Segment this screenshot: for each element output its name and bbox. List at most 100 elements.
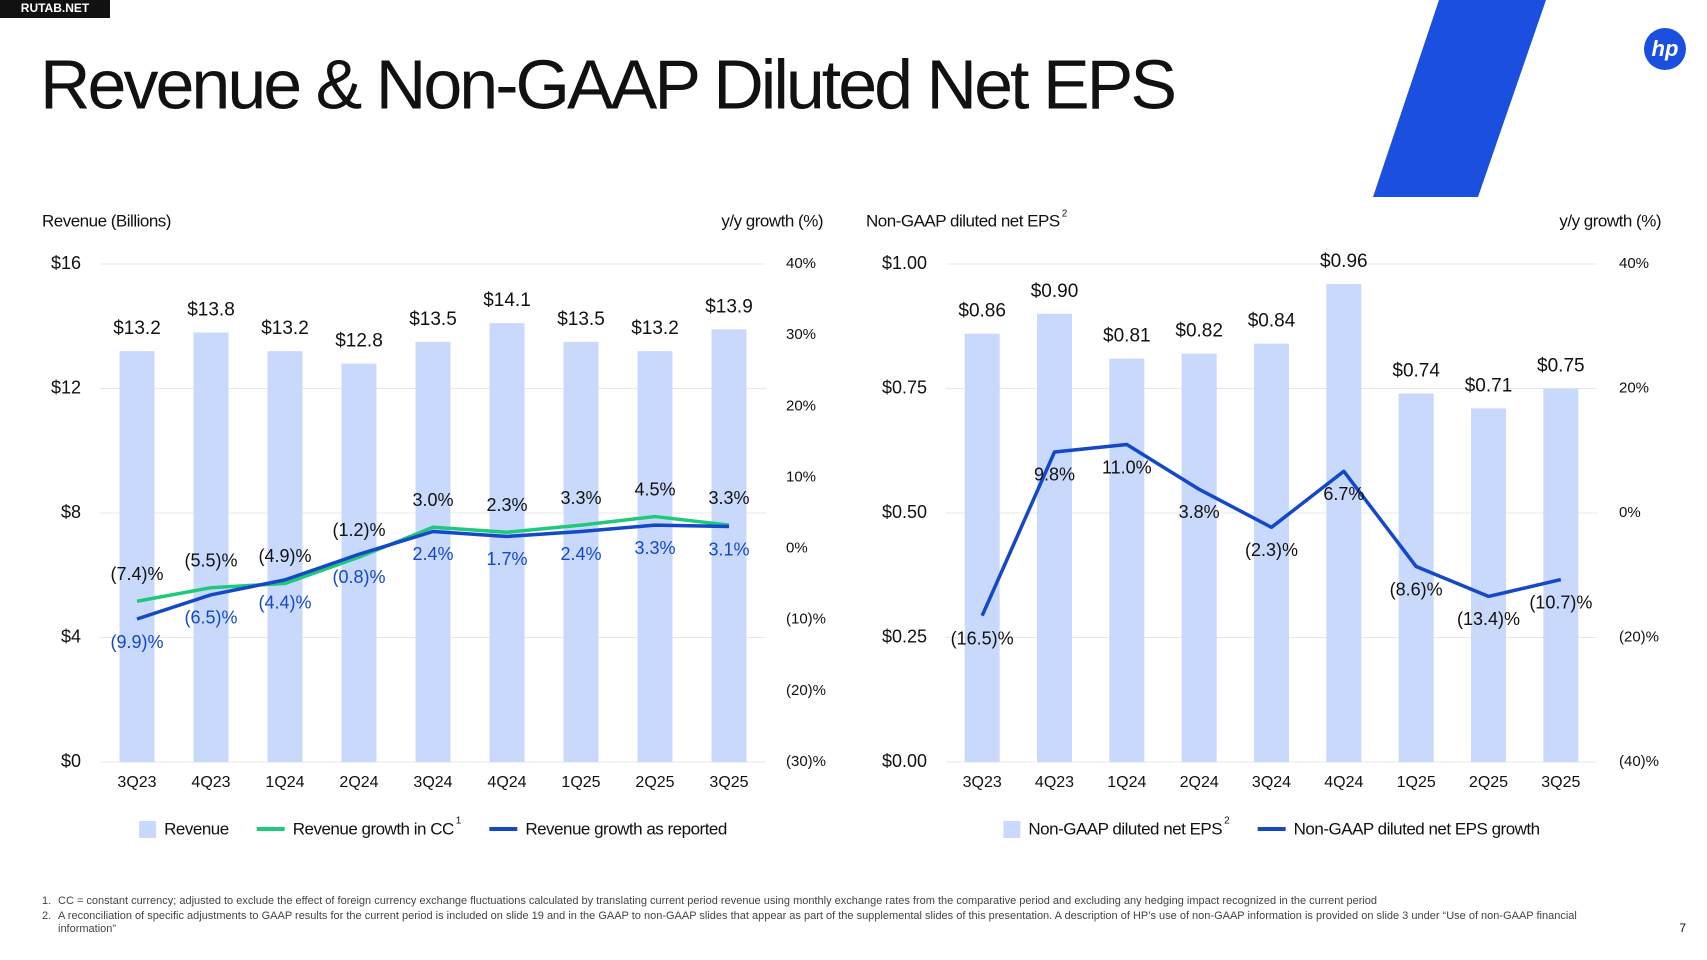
- logo: hp: [1652, 36, 1679, 61]
- bar-label: $13.5: [409, 309, 457, 330]
- slide-title: Revenue & Non-GAAP Diluted Net EPS: [40, 45, 1174, 123]
- y2-tick-label: 20%: [1619, 379, 1649, 396]
- legend-label: Non-GAAP diluted net EPS: [1028, 819, 1222, 838]
- footnote: 2. A reconciliation of specific adjustmen…: [42, 910, 1602, 936]
- growth-line: [136, 514, 730, 603]
- footnote-text: A reconciliation of specific adjustments…: [58, 910, 1577, 935]
- legend-swatch: [139, 821, 157, 838]
- footnote-text: CC = constant currency; adjusted to excl…: [58, 895, 1378, 907]
- growth-label: 4.5%: [634, 479, 675, 499]
- bar-label: $0.71: [1465, 375, 1513, 396]
- growth-label: 3.8%: [1179, 502, 1220, 522]
- y-tick-label: $0.75: [882, 377, 927, 397]
- growth-label: 6.7%: [1323, 484, 1364, 504]
- footnote: 1. CC = constant currency; adjusted to ex…: [42, 895, 1602, 908]
- growth-label: (13.4)%: [1457, 609, 1520, 629]
- bar: [119, 351, 155, 762]
- legend-swatch: [1003, 821, 1021, 838]
- bar-label: $13.2: [261, 318, 309, 339]
- y2-tick-label: 40%: [786, 255, 816, 272]
- bar: [1471, 408, 1506, 762]
- bar: [193, 332, 229, 762]
- bar-label: $0.86: [958, 301, 1006, 322]
- y2-tick-label: 40%: [1619, 255, 1649, 272]
- legend-note: 2: [1224, 816, 1230, 827]
- legend-label: Non-GAAP diluted net EPS growth: [1294, 819, 1540, 838]
- growth-label: (16.5)%: [951, 628, 1014, 648]
- x-tick-label: 3Q23: [963, 774, 1002, 791]
- legend-note: 1: [456, 816, 462, 827]
- bar: [489, 323, 525, 762]
- growth-label: 1.7%: [486, 549, 527, 569]
- growth-label: 2.3%: [486, 495, 527, 515]
- decor-slash: [1373, 0, 1546, 197]
- x-tick-label: 3Q24: [413, 774, 452, 791]
- bar-label: $12.8: [335, 331, 383, 352]
- growth-line: [980, 442, 1562, 617]
- bar: [1181, 353, 1217, 762]
- y2-tick-label: 0%: [786, 540, 808, 557]
- y-tick-label: $12: [51, 377, 81, 397]
- y2-axis-title: y/y growth (%): [1559, 211, 1661, 230]
- legend-swatch: [1257, 827, 1286, 831]
- bar: [711, 329, 747, 762]
- logo-circle: [1644, 28, 1686, 70]
- bar: [1326, 283, 1362, 762]
- bar-label: $13.9: [705, 296, 753, 317]
- y2-tick-label: (20)%: [786, 682, 826, 699]
- y-tick-label: $8: [61, 502, 81, 522]
- bar: [964, 333, 1000, 762]
- y-tick-label: $0.50: [882, 502, 927, 522]
- x-tick-label: 3Q23: [117, 774, 156, 791]
- growth-label: 3.3%: [708, 488, 749, 508]
- growth-line: [136, 523, 730, 621]
- growth-label: (4.4)%: [258, 593, 311, 613]
- growth-label: (5.5)%: [184, 550, 237, 570]
- bar-label: $0.75: [1537, 356, 1585, 377]
- growth-label: 2.4%: [412, 544, 453, 564]
- y2-tick-label: (30)%: [786, 753, 826, 770]
- growth-label: (1.2)%: [332, 520, 385, 540]
- y2-tick-label: (10)%: [786, 611, 826, 628]
- legend-label: Revenue growth as reported: [525, 819, 727, 838]
- page-number: 7: [1679, 921, 1686, 935]
- bar-label: $0.74: [1392, 360, 1440, 381]
- bar-label: $13.2: [631, 318, 679, 339]
- growth-label: (8.6)%: [1390, 579, 1443, 599]
- watermark: RUTAB.NET: [21, 1, 90, 15]
- growth-label: 9.8%: [1034, 465, 1075, 485]
- x-tick-label: 2Q25: [635, 774, 674, 791]
- y-tick-label: $4: [61, 626, 81, 646]
- bar: [415, 341, 451, 762]
- y-tick-label: $0.25: [882, 626, 927, 646]
- y-axis-title-note: 2: [1062, 209, 1068, 220]
- growth-label: (7.4)%: [110, 564, 163, 584]
- bar-label: $13.5: [557, 309, 605, 330]
- growth-label: (0.8)%: [332, 567, 385, 587]
- growth-label: 3.3%: [634, 538, 675, 558]
- x-tick-label: 3Q25: [709, 774, 748, 791]
- bar-label: $13.2: [113, 318, 161, 339]
- x-tick-label: 4Q23: [191, 774, 230, 791]
- x-tick-label: 4Q24: [1324, 774, 1363, 791]
- growth-label: (6.5)%: [184, 608, 237, 628]
- x-tick-label: 2Q25: [1469, 774, 1508, 791]
- y-tick-label: $0: [61, 751, 81, 771]
- y-tick-label: $16: [51, 253, 81, 273]
- bar: [267, 351, 303, 762]
- bar-label: $0.82: [1175, 321, 1223, 342]
- growth-label: 3.0%: [412, 490, 453, 510]
- y2-tick-label: 20%: [786, 397, 816, 414]
- legend-swatch: [256, 827, 285, 831]
- growth-label: 3.3%: [560, 488, 601, 508]
- watermark-bg: [0, 0, 110, 18]
- bar: [1543, 388, 1579, 762]
- footnote-marker: 1.: [42, 895, 52, 907]
- y2-tick-label: 0%: [1619, 504, 1641, 521]
- bar: [637, 351, 673, 762]
- x-tick-label: 2Q24: [339, 774, 378, 791]
- bar-label: $13.8: [187, 299, 235, 320]
- legend-label: Revenue: [164, 819, 229, 838]
